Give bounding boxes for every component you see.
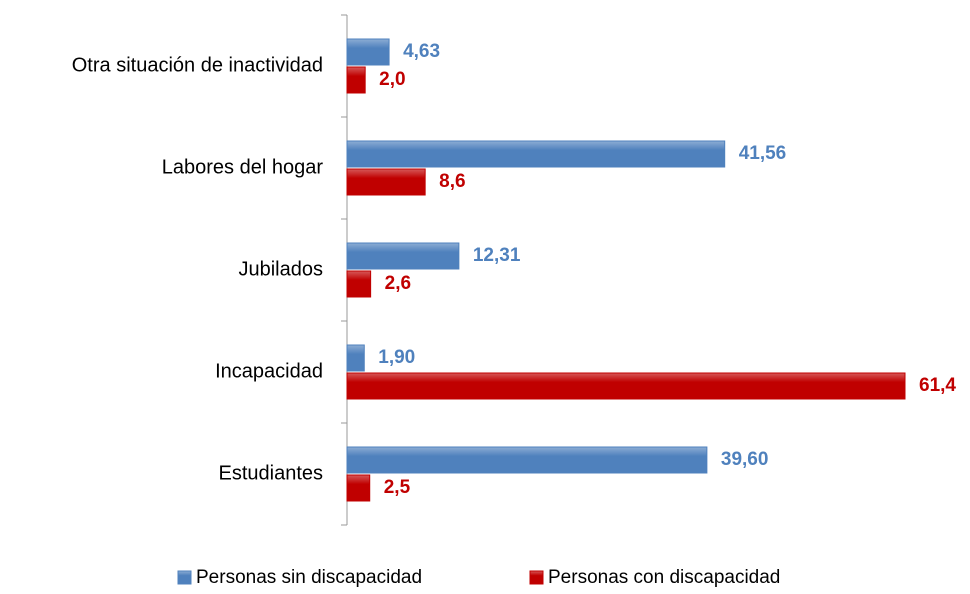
bar [346, 140, 726, 168]
bar [346, 372, 906, 400]
bar [346, 242, 460, 270]
y-tick-label: Incapacidad [215, 360, 323, 382]
value-label: 41,56 [739, 143, 787, 164]
value-label: 2,0 [379, 69, 405, 90]
value-label: 8,6 [439, 171, 465, 192]
legend-swatch [177, 570, 192, 585]
bar [346, 38, 390, 66]
value-label: 1,90 [378, 347, 415, 368]
y-tick-label: Labores del hogar [162, 156, 324, 178]
value-label: 39,60 [721, 449, 769, 470]
y-tick-label: Jubilados [238, 258, 323, 280]
value-label: 4,63 [403, 41, 440, 62]
legend-label: Personas sin discapacidad [196, 567, 422, 588]
value-label: 12,31 [473, 245, 521, 266]
legend-label: Personas con discapacidad [548, 567, 780, 588]
bar [346, 168, 426, 196]
bar [346, 270, 372, 298]
value-label: 61,4 [919, 375, 956, 396]
bar [346, 344, 365, 372]
legend-swatch [529, 570, 544, 585]
value-label: 2,5 [384, 477, 411, 498]
bar [346, 474, 371, 502]
bar [346, 446, 708, 474]
y-tick-label: Estudiantes [218, 462, 323, 484]
value-label: 2,6 [385, 273, 411, 294]
bar [346, 66, 366, 94]
y-tick-label: Otra situación de inactividad [72, 54, 323, 76]
